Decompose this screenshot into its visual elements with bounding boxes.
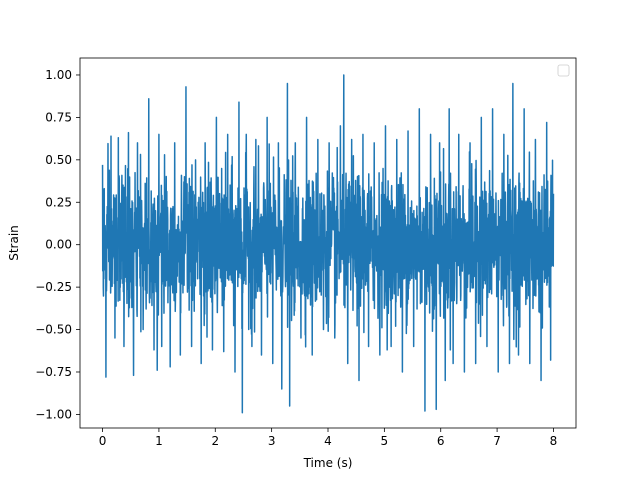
x-tick-label: 7 [493,434,501,448]
y-tick-label: −0.75 [35,365,72,379]
y-tick-label: 0.50 [45,153,72,167]
y-tick-label: −0.50 [35,323,72,337]
x-tick-label: 8 [550,434,558,448]
y-tick-label: 0.25 [45,195,72,209]
y-tick-label: 1.00 [45,68,72,82]
x-tick-label: 1 [155,434,163,448]
x-tick-label: 5 [381,434,389,448]
x-axis-label: Time (s) [303,456,353,470]
y-tick-label: −1.00 [35,407,72,421]
y-tick-label: −0.25 [35,280,72,294]
y-tick-label: 0.00 [45,238,72,252]
x-tick-label: 3 [268,434,276,448]
x-tick-label: 4 [324,434,332,448]
x-tick-label: 6 [437,434,445,448]
y-tick-label: 0.75 [45,110,72,124]
x-tick-label: 2 [211,434,219,448]
ticks-layer: 0 1 2 3 4 5 6 7 8 −1.00 −0.75 −0.50 −0.25 0.00 0.25 0.5… [35,68,557,448]
series-layer [101,74,555,414]
x-tick-label: 0 [99,434,107,448]
series-line [101,74,555,414]
y-axis-label: Strain [7,225,21,261]
legend-box [557,64,570,77]
